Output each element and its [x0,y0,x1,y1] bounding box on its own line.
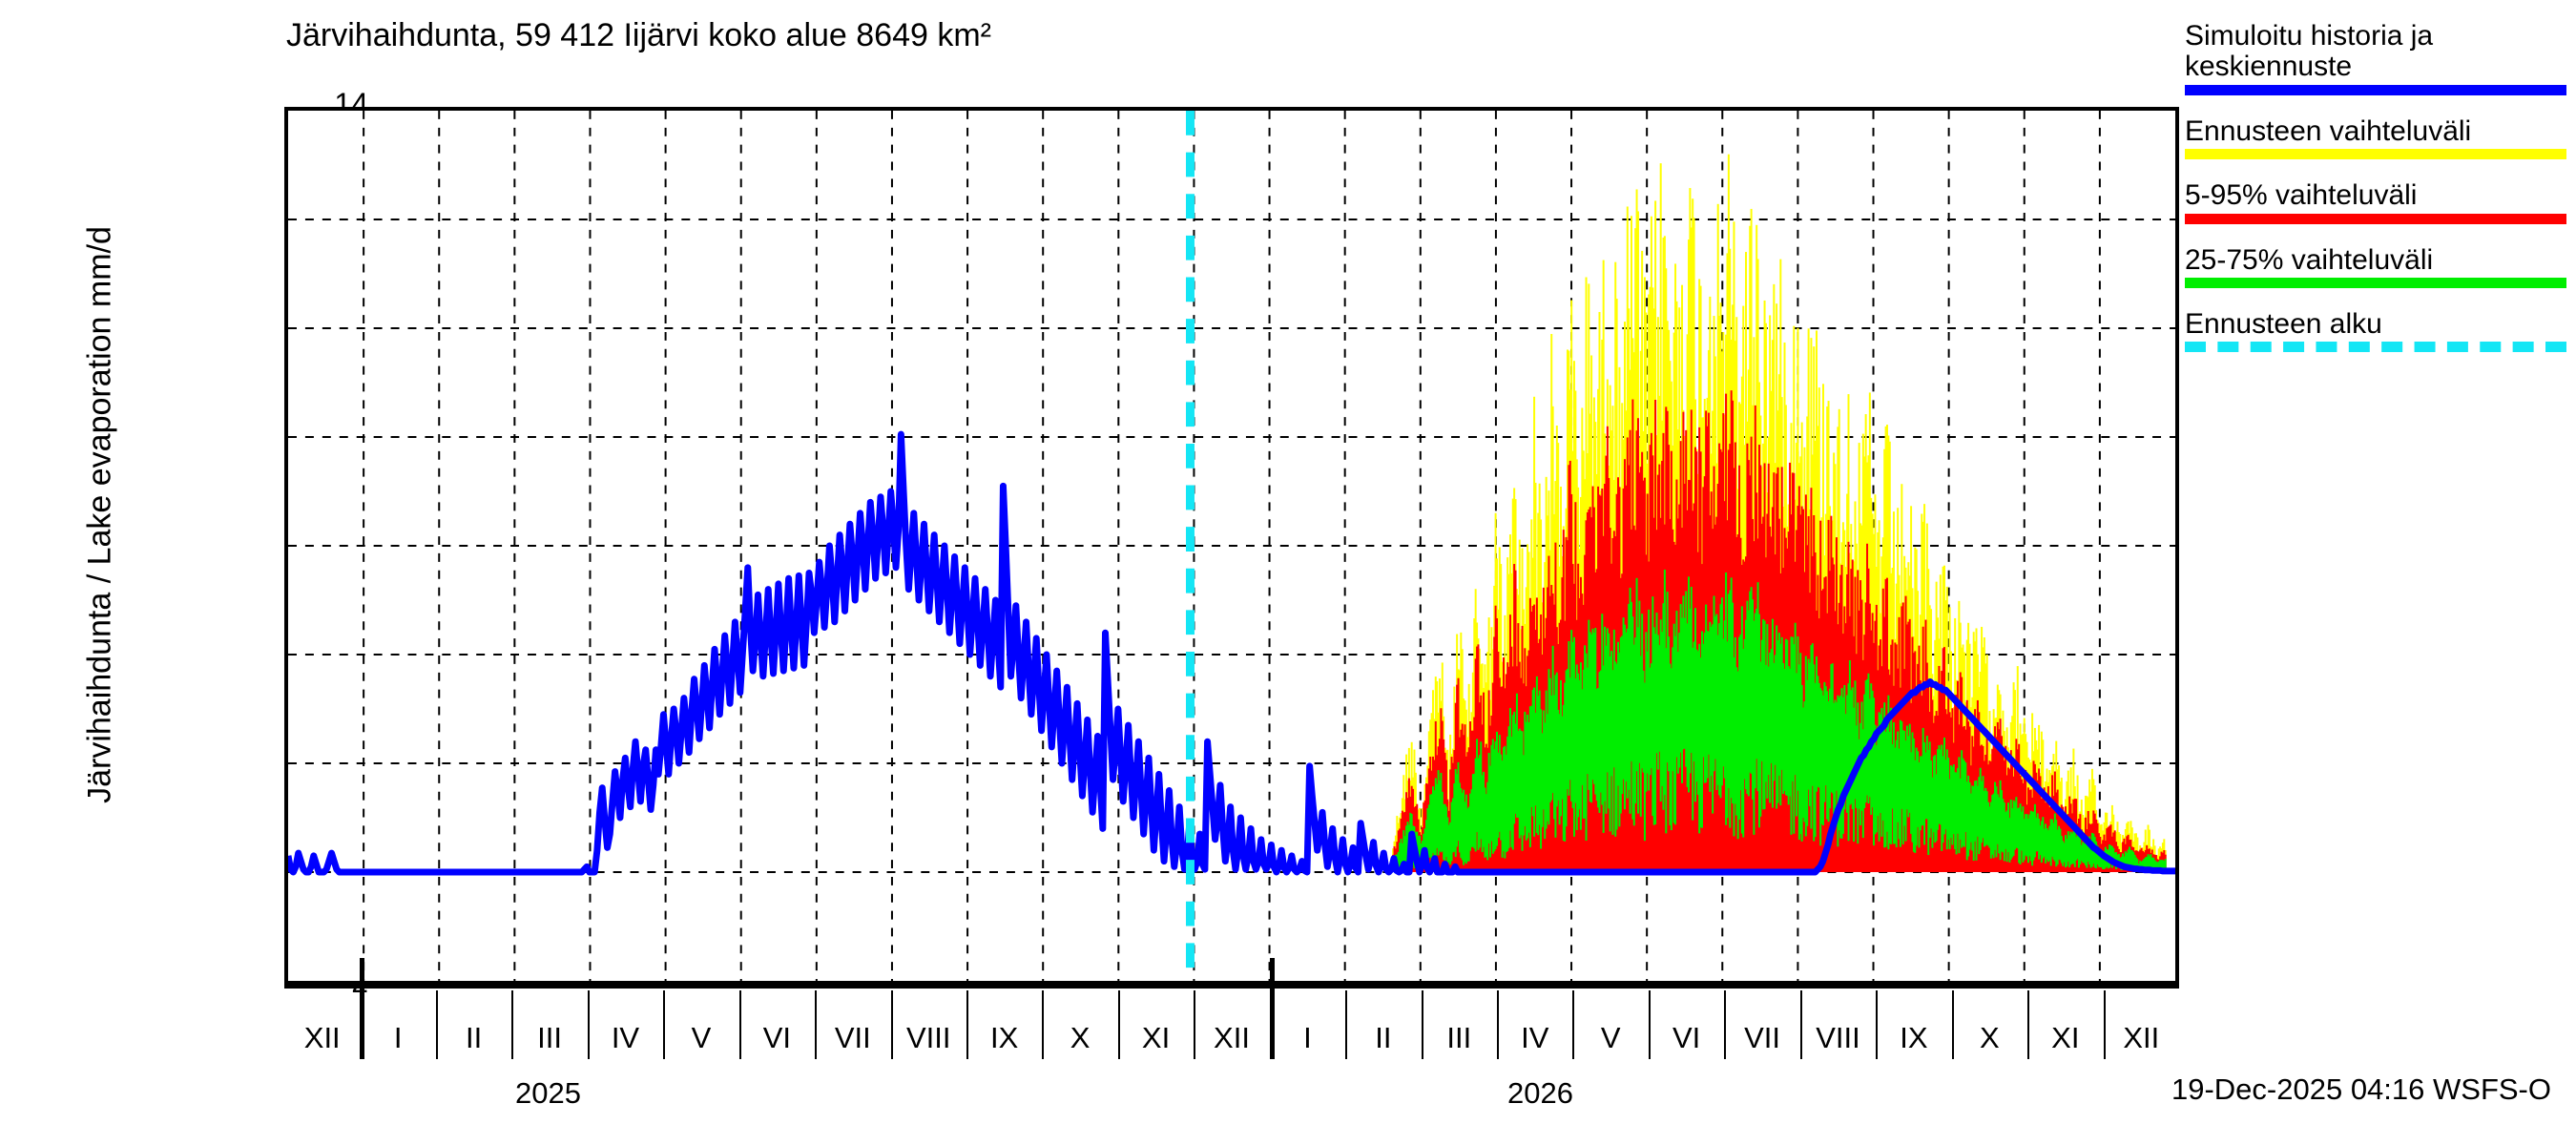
x-axis-month-separator [1042,990,1045,1059]
x-tick-month: X [1980,1021,2000,1054]
x-tick-month: I [1303,1021,1312,1054]
legend-label-forecast-range: Ennusteen vaihteluväli [2185,114,2472,147]
x-tick-month: IX [990,1021,1019,1054]
x-tick-month: VIII [1816,1021,1860,1054]
x-tick-month: XI [1141,1021,1171,1054]
x-axis-month-separator [435,990,438,1059]
legend-swatch-simulated-history-mean-forecast [2185,84,2566,95]
x-axis-year-separator [1269,958,1275,1059]
x-axis-month-separator [1724,990,1727,1059]
x-tick-month: II [1375,1021,1392,1054]
x-axis-month-separator [1648,990,1651,1059]
plot-frame [284,107,2179,985]
data-layer [288,111,2175,981]
x-axis-month-separator [1345,990,1348,1059]
x-axis-year-label: 2026 [1507,1076,1573,1110]
x-tick-month: VI [1672,1021,1701,1054]
x-axis-month-separator [1799,990,1802,1059]
legend-swatch-range-25-75 [2185,277,2566,288]
x-tick-month: XII [1214,1021,1250,1054]
x-tick-month: XI [2051,1021,2080,1054]
x-axis-month-separator [1497,990,1500,1059]
x-axis-month-separator [1117,990,1120,1059]
x-tick-month: II [465,1021,483,1054]
x-tick-month: XII [303,1021,341,1054]
x-tick-month: X [1070,1021,1091,1054]
x-axis-month-separator [1194,990,1196,1059]
x-axis-year-separator [360,958,365,1059]
x-axis-month-separator [2103,990,2106,1059]
x-tick-month: IV [611,1021,640,1054]
x-axis: XII I II III IV V VI VII VIII IX X XI XII I II III IV V VI… [284,958,2179,1059]
x-axis-month-separator [815,990,818,1059]
legend-swatch-forecast-range [2185,149,2566,160]
chart-title: Järvihaihdunta, 59 412 Iijärvi koko alue… [286,17,991,53]
x-axis-month-separator [890,990,893,1059]
x-tick-month: III [537,1021,562,1054]
x-axis-band: XII I II III IV V VI VII VIII IX X XI XII I II III IV V VI… [284,958,2179,1059]
legend-swatch-range-5-95 [2185,213,2566,224]
x-axis-month-separator [1572,990,1575,1059]
mean-forecast-line [288,430,2175,876]
x-tick-month: IX [1900,1021,1928,1054]
legend-label-simulated-history-mean-forecast: Simuloitu historia ja keskiennuste [2185,20,2434,83]
timestamp-label: 19-Dec-2025 04:16 WSFS-O [2171,1072,2551,1106]
legend-label-forecast-start: Ennusteen alku [2185,307,2382,340]
legend-swatch-forecast-start [2185,342,2566,353]
plot-area [284,107,2179,985]
legend-label-range-5-95: 5-95% vaihteluväli [2185,179,2418,212]
x-tick-month: VII [834,1021,871,1054]
x-tick-month: V [1600,1021,1621,1054]
x-axis-month-separator [738,990,741,1059]
x-axis-month-separator [663,990,666,1059]
x-tick-month: V [691,1021,712,1054]
x-axis-month-separator [966,990,968,1059]
y-axis-label: Järvihaihdunta / Lake evaporation mm/d [81,226,118,803]
x-tick-month: VII [1744,1021,1781,1054]
x-tick-month: I [393,1021,403,1054]
x-tick-month: VI [762,1021,792,1054]
x-axis-year-label: 2025 [515,1076,581,1110]
x-axis-month-separator [511,990,514,1059]
x-axis-month-separator [1421,990,1423,1059]
grid-layer [288,111,2175,981]
x-axis-month-separator [1951,990,1954,1059]
legend-label-range-25-75: 25-75% vaihteluväli [2185,243,2434,276]
x-tick-month: VIII [905,1021,951,1054]
x-tick-month: XII [2123,1021,2160,1054]
x-tick-month: IV [1521,1021,1549,1054]
x-axis-month-separator [2027,990,2030,1059]
x-tick-month: III [1446,1021,1472,1054]
x-axis-month-separator [587,990,590,1059]
chart-legend: Simuloitu historia ja keskiennuste Ennust… [2185,20,2566,373]
x-axis-month-separator [1876,990,1879,1059]
